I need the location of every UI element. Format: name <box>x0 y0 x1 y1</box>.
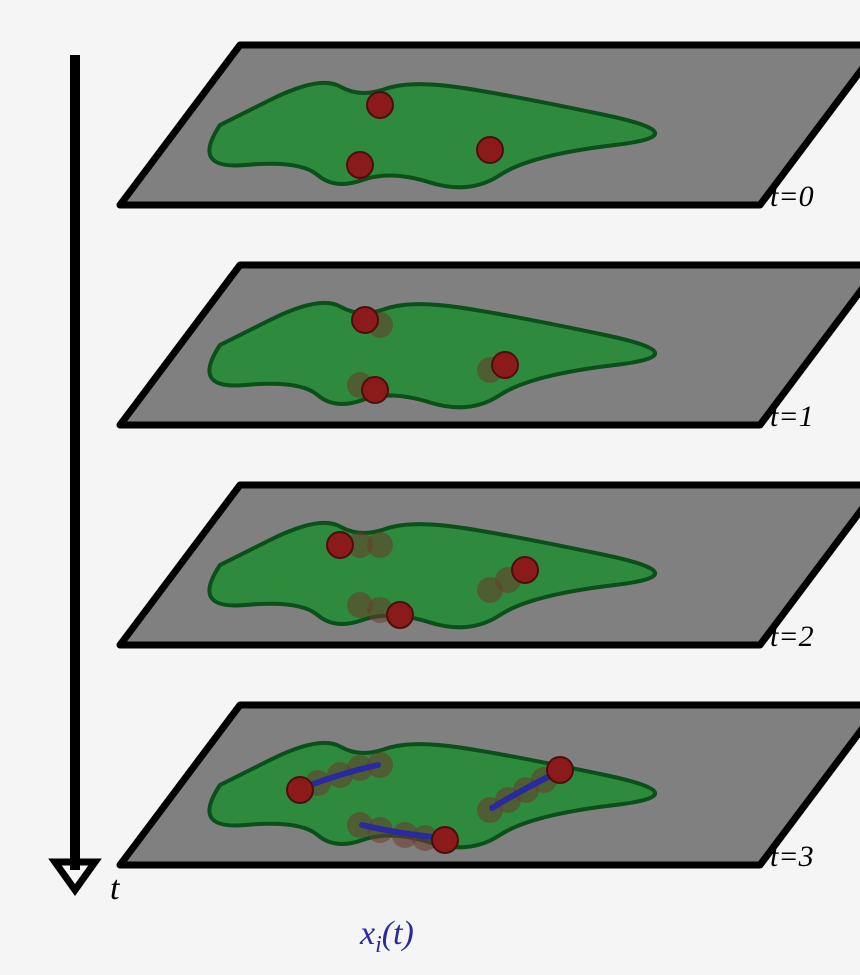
time-label: t=0 <box>770 180 814 214</box>
time-label: t=3 <box>770 840 814 874</box>
trajectory-label: xi(t) <box>360 915 414 959</box>
time-label: t=2 <box>770 620 814 654</box>
diagram-svg <box>0 0 860 975</box>
time-axis-label: t <box>110 870 119 908</box>
time-label: t=1 <box>770 400 814 434</box>
